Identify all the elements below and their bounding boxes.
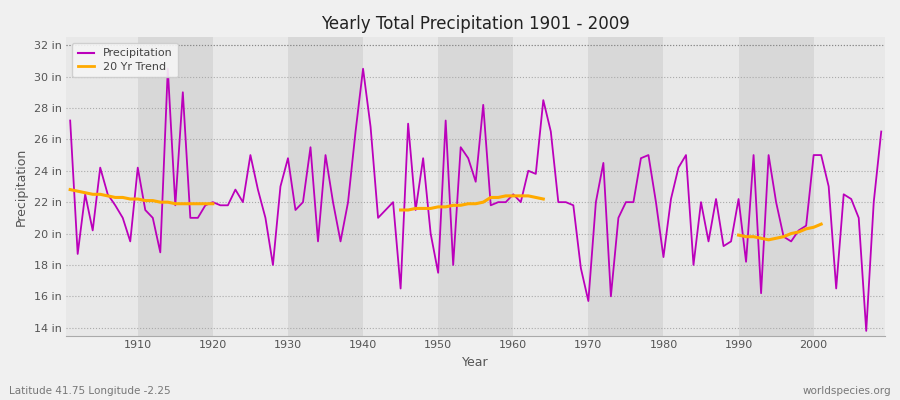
- X-axis label: Year: Year: [463, 356, 489, 369]
- Bar: [138, 37, 213, 336]
- Legend: Precipitation, 20 Yr Trend: Precipitation, 20 Yr Trend: [72, 43, 178, 77]
- Bar: [438, 37, 513, 336]
- Title: Yearly Total Precipitation 1901 - 2009: Yearly Total Precipitation 1901 - 2009: [321, 15, 630, 33]
- Text: worldspecies.org: worldspecies.org: [803, 386, 891, 396]
- Y-axis label: Precipitation: Precipitation: [15, 147, 28, 226]
- Bar: [288, 37, 363, 336]
- Bar: [589, 37, 663, 336]
- Bar: [739, 37, 814, 336]
- Text: Latitude 41.75 Longitude -2.25: Latitude 41.75 Longitude -2.25: [9, 386, 171, 396]
